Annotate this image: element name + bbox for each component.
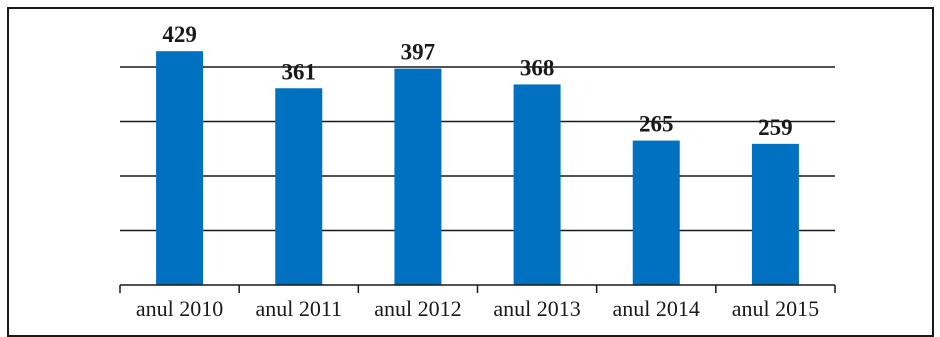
data-label: 397: [401, 40, 436, 65]
data-label: 429: [162, 22, 197, 47]
bar-anul-2014: [632, 140, 680, 285]
data-labels: 429 361 397 368 265 259: [162, 22, 792, 140]
data-label: 368: [520, 55, 555, 80]
bar-anul-2015: [751, 143, 799, 285]
x-tick-label: anul 2014: [613, 296, 700, 321]
x-tick-label: anul 2015: [732, 296, 819, 321]
x-axis: [119, 284, 836, 293]
bar-anul-2012: [394, 68, 442, 285]
bar-anul-2011: [275, 88, 323, 285]
bar-anul-2013: [513, 84, 561, 285]
data-label: 259: [758, 115, 793, 140]
data-label: 361: [282, 59, 317, 84]
data-label: 265: [639, 112, 674, 137]
x-tick-label: anul 2012: [374, 296, 461, 321]
x-tick-label: anul 2010: [136, 296, 223, 321]
gridlines: [120, 66, 835, 232]
x-tick-label: anul 2011: [255, 296, 342, 321]
bars: [156, 51, 799, 285]
x-tick-label: anul 2013: [493, 296, 580, 321]
category-labels: anul 2010 anul 2011 anul 2012 anul 2013 anul…: [136, 296, 819, 321]
bar-anul-2010: [156, 51, 204, 285]
